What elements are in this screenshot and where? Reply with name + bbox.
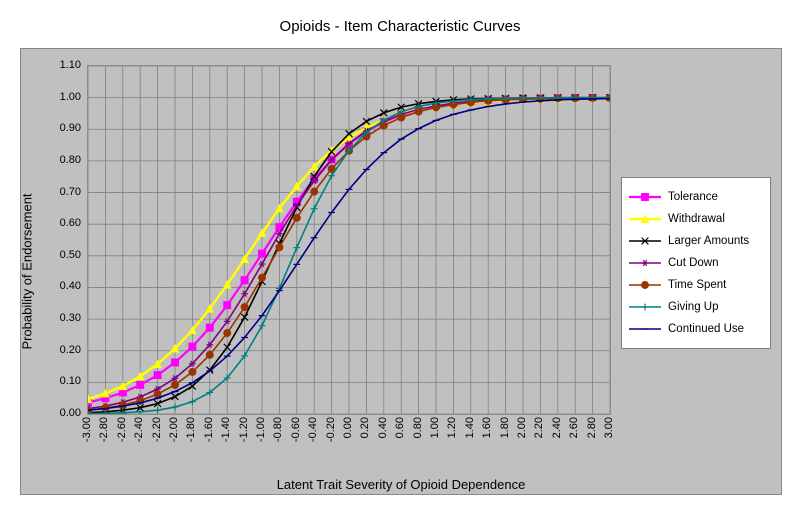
legend-label: Time Spent <box>668 279 726 291</box>
x-tick-label: 2.00 <box>516 417 528 438</box>
legend-swatch <box>628 278 662 292</box>
x-tick-label: 2.60 <box>568 417 580 438</box>
chart-outer-panel: Probability of Endorsement 0.00 0.10 0.20 0… <box>20 48 782 495</box>
x-tick-label: 1.00 <box>429 417 441 438</box>
legend-label: Tolerance <box>668 191 718 203</box>
y-tick-label: 0.40 <box>49 280 81 292</box>
x-tick-label: -2.00 <box>168 417 180 442</box>
x-tick-label: 0.00 <box>342 417 354 438</box>
legend-label: Cut Down <box>668 257 719 269</box>
x-tick-label: 0.40 <box>377 417 389 438</box>
x-tick-label: 2.80 <box>586 417 598 438</box>
y-tick-label: 0.90 <box>49 122 81 134</box>
legend-label: Giving Up <box>668 301 719 313</box>
x-tick-label: 1.60 <box>481 417 493 438</box>
x-tick-label: -2.60 <box>116 417 128 442</box>
legend-label: Continued Use <box>668 323 744 335</box>
x-tick-label: -2.20 <box>151 417 163 442</box>
x-tick-label: 3.00 <box>603 417 615 438</box>
plot-svg <box>88 66 610 414</box>
legend: Tolerance Withdrawal Larger Amounts Cut Dow… <box>621 177 771 349</box>
y-tick-label: 0.80 <box>49 154 81 166</box>
x-tick-label: -1.00 <box>255 417 267 442</box>
x-tick-label: 0.60 <box>394 417 406 438</box>
x-tick-label: -0.60 <box>290 417 302 442</box>
x-tick-label: 0.80 <box>412 417 424 438</box>
y-axis-label: Probability of Endorsement <box>15 49 39 494</box>
y-tick-label: 1.00 <box>49 91 81 103</box>
x-tick-label: -1.20 <box>238 417 250 442</box>
y-tick-label: 1.10 <box>49 59 81 71</box>
x-tick-label: 1.20 <box>446 417 458 438</box>
legend-item: Tolerance <box>628 186 764 208</box>
legend-label: Larger Amounts <box>668 235 749 247</box>
y-tick-label: 0.10 <box>49 375 81 387</box>
legend-swatch <box>628 234 662 248</box>
y-tick-label: 0.60 <box>49 217 81 229</box>
y-axis-ticks: 0.000.100.200.300.400.500.600.700.800.90… <box>49 65 83 413</box>
x-tick-label: -2.80 <box>98 417 110 442</box>
legend-item: Giving Up <box>628 296 764 318</box>
x-tick-label: 2.40 <box>551 417 563 438</box>
legend-swatch <box>628 322 662 336</box>
x-tick-label: -0.80 <box>272 417 284 442</box>
y-tick-label: 0.30 <box>49 312 81 324</box>
legend-swatch <box>628 212 662 226</box>
x-tick-label: 2.20 <box>533 417 545 438</box>
x-tick-label: -1.60 <box>203 417 215 442</box>
legend-item: Withdrawal <box>628 208 764 230</box>
chart-title: Opioids - Item Characteristic Curves <box>0 18 800 35</box>
x-tick-label: -2.40 <box>133 417 145 442</box>
legend-swatch <box>628 300 662 314</box>
x-tick-label: 0.20 <box>359 417 371 438</box>
legend-item: Time Spent <box>628 274 764 296</box>
x-tick-label: 1.40 <box>464 417 476 438</box>
x-tick-label: -1.80 <box>185 417 197 442</box>
x-tick-label: -0.40 <box>307 417 319 442</box>
legend-swatch <box>628 190 662 204</box>
x-axis-label: Latent Trait Severity of Opioid Dependen… <box>21 477 781 492</box>
legend-swatch <box>628 256 662 270</box>
y-axis-label-text: Probability of Endorsement <box>20 193 35 349</box>
legend-label: Withdrawal <box>668 213 725 225</box>
x-tick-label: -0.20 <box>325 417 337 442</box>
x-axis-ticks: -3.00-2.80-2.60-2.40-2.20-2.00-1.80-1.60… <box>87 417 611 467</box>
x-tick-label: 1.80 <box>499 417 511 438</box>
y-tick-label: 0.00 <box>49 407 81 419</box>
legend-item: Larger Amounts <box>628 230 764 252</box>
x-tick-label: -1.40 <box>220 417 232 442</box>
y-tick-label: 0.20 <box>49 344 81 356</box>
y-tick-label: 0.50 <box>49 249 81 261</box>
legend-item: Continued Use <box>628 318 764 340</box>
legend-item: Cut Down <box>628 252 764 274</box>
y-tick-label: 0.70 <box>49 186 81 198</box>
x-tick-label: -3.00 <box>81 417 93 442</box>
plot-area <box>87 65 611 415</box>
